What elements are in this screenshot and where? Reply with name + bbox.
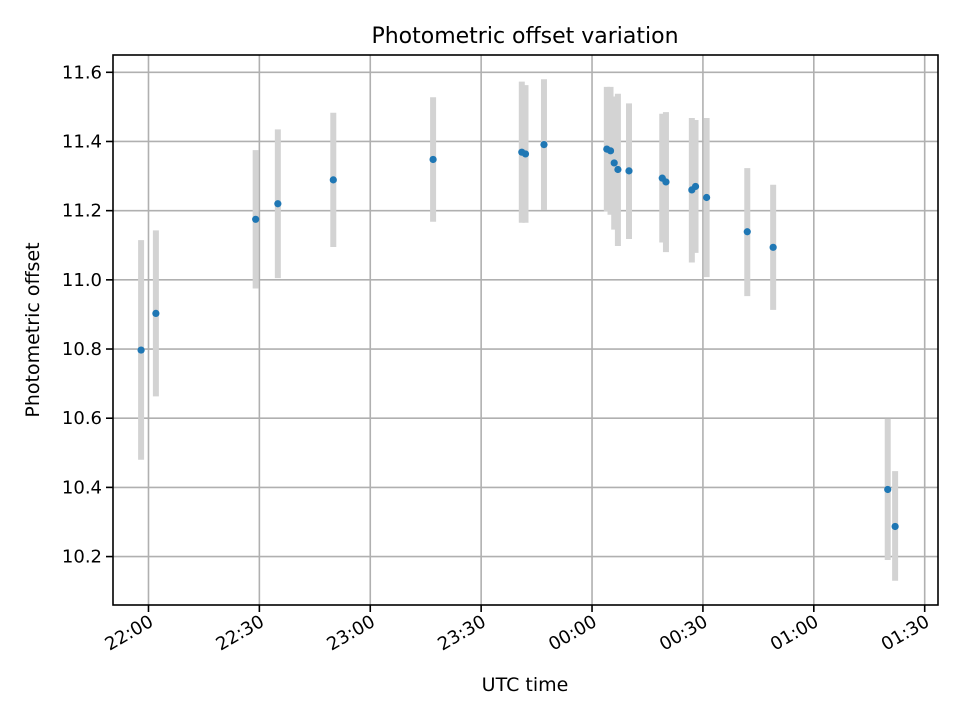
y-tick-label: 11.0 [62,270,102,291]
data-point [625,167,633,175]
data-point [274,200,282,208]
errorbar-layer [138,79,899,581]
point-layer [137,140,899,531]
data-point [137,346,145,354]
data-point [703,193,711,202]
y-tick-label: 11.2 [62,201,102,222]
data-point [891,522,899,531]
x-tick-label: 22:30 [212,611,267,655]
y-tick-label: 10.2 [62,547,102,568]
y-tick-layer: 10.2 10.4 10.6 10.8 11.0 11.2 11.4 11.6 [62,62,113,568]
data-point [662,178,670,186]
y-axis-label: Photometric offset [22,242,44,417]
x-tick-label: 01:30 [878,611,933,655]
data-point [769,243,777,251]
data-point [743,228,751,236]
data-point [610,159,618,167]
x-tick-label: 00:30 [656,611,711,655]
x-tick-label: 00:00 [545,611,600,655]
data-point [152,309,160,317]
x-tick-label: 23:00 [323,611,378,655]
data-point [614,165,622,174]
data-point [540,140,548,149]
data-point [884,485,892,494]
x-tick-label: 23:30 [434,611,489,655]
y-tick-label: 10.4 [62,477,102,498]
data-point [606,147,615,155]
data-point [691,182,700,191]
y-tick-label: 11.4 [62,131,102,152]
plot-frame [112,54,939,606]
y-tick-label: 10.8 [62,339,102,360]
data-point [429,155,437,164]
x-axis-label: UTC time [482,674,569,696]
data-point [252,215,260,223]
x-tick-label: 22:00 [102,611,157,655]
x-tick-layer: 22:00 22:30 23:00 23:30 00:00 00:30 01:00 01:30 [102,605,933,655]
data-point [521,150,530,158]
y-tick-label: 10.6 [62,408,102,429]
y-tick-label: 11.6 [62,62,102,83]
x-tick-label: 01:00 [767,611,822,655]
data-point [329,176,337,184]
chart-title: Photometric offset variation [371,24,678,49]
